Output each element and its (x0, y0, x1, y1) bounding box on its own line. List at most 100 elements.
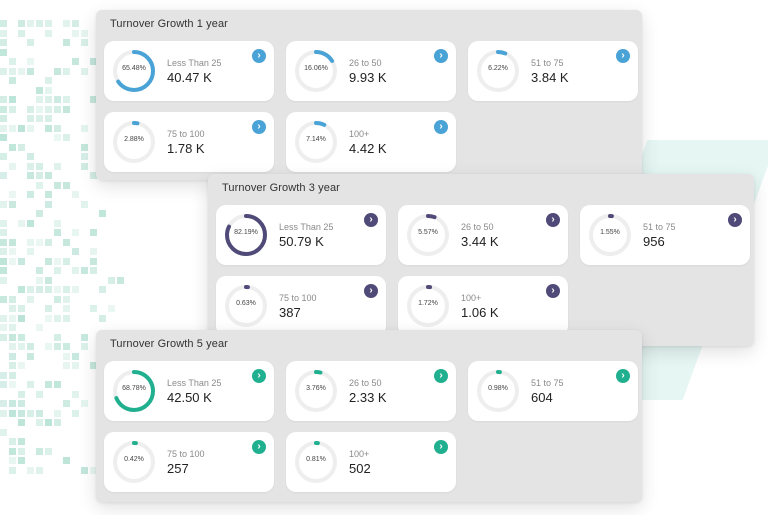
panel-title: Turnover Growth 3 year (222, 182, 340, 194)
ring-progress-arc (477, 370, 519, 412)
count-value: 9.93 K (349, 70, 387, 85)
stat-card-100-plus: 7.14% 100+ 4.42 K › (286, 112, 456, 172)
percentage-ring (113, 121, 155, 163)
panel-turnover-growth-1-year: Turnover Growth 1 year 65.48% Less Than 2… (96, 10, 642, 180)
stat-card-51-to-75: 1.55% 51 to 75 956 › (580, 205, 750, 265)
count-value: 1.06 K (461, 305, 499, 320)
chevron-right-icon[interactable]: › (364, 284, 378, 298)
percentage-ring (295, 370, 337, 412)
range-label: 75 to 100 (167, 129, 205, 139)
range-label: 26 to 50 (349, 58, 382, 68)
stat-card-26-to-50: 5.57% 26 to 50 3.44 K › (398, 205, 568, 265)
count-value: 1.78 K (167, 141, 205, 156)
range-label: 75 to 100 (279, 293, 317, 303)
percentage-value: 0.81% (306, 456, 326, 463)
ring-progress-arc (295, 441, 337, 483)
range-label: 100+ (349, 129, 370, 139)
count-value: 50.79 K (279, 234, 324, 249)
percentage-value: 65.48% (122, 65, 146, 72)
chevron-right-icon[interactable]: › (434, 120, 448, 134)
panel-turnover-growth-3-year: Turnover Growth 3 year 82.19% Less Than 2… (208, 174, 754, 346)
ring-progress-arc (113, 370, 155, 412)
range-label: 75 to 100 (167, 449, 205, 459)
count-value: 2.33 K (349, 390, 387, 405)
percentage-value: 6.22% (488, 65, 508, 72)
percentage-value: 0.63% (236, 300, 256, 307)
percentage-ring (407, 214, 449, 256)
chevron-right-icon[interactable]: › (546, 284, 560, 298)
stat-card-75-to-100: 0.63% 75 to 100 387 › (216, 276, 386, 336)
chevron-right-icon[interactable]: › (364, 213, 378, 227)
range-label: 51 to 75 (531, 58, 564, 68)
panel-turnover-growth-5-year: Turnover Growth 5 year 68.78% Less Than 2… (96, 330, 642, 502)
count-value: 956 (643, 234, 665, 249)
count-value: 502 (349, 461, 371, 476)
ring-progress-arc (295, 370, 337, 412)
ring-progress-arc (589, 214, 631, 256)
percentage-ring (295, 441, 337, 483)
range-label: Less Than 25 (279, 222, 334, 232)
stat-card-100-plus: 0.81% 100+ 502 › (286, 432, 456, 492)
percentage-value: 0.98% (488, 385, 508, 392)
stat-card-75-to-100: 2.88% 75 to 100 1.78 K › (104, 112, 274, 172)
chevron-right-icon[interactable]: › (616, 49, 630, 63)
stat-card-26-to-50: 3.76% 26 to 50 2.33 K › (286, 361, 456, 421)
percentage-ring (225, 285, 267, 327)
chevron-right-icon[interactable]: › (252, 369, 266, 383)
ring-progress-arc (113, 121, 155, 163)
stat-card-26-to-50: 16.06% 26 to 50 9.93 K › (286, 41, 456, 101)
stat-card-51-to-75: 0.98% 51 to 75 604 › (468, 361, 638, 421)
percentage-value: 1.72% (418, 300, 438, 307)
ring-progress-arc (407, 214, 449, 256)
percentage-ring (295, 121, 337, 163)
range-label: Less Than 25 (167, 58, 222, 68)
chevron-right-icon[interactable]: › (252, 440, 266, 454)
chevron-right-icon[interactable]: › (252, 120, 266, 134)
ring-progress-arc (225, 285, 267, 327)
percentage-ring (113, 441, 155, 483)
percentage-value: 1.55% (600, 229, 620, 236)
percentage-ring (295, 50, 337, 92)
percentage-ring (477, 370, 519, 412)
count-value: 604 (531, 390, 553, 405)
chevron-right-icon[interactable]: › (434, 369, 448, 383)
percentage-value: 16.06% (304, 65, 328, 72)
percentage-value: 5.57% (418, 229, 438, 236)
percentage-value: 7.14% (306, 136, 326, 143)
range-label: 51 to 75 (643, 222, 676, 232)
chevron-right-icon[interactable]: › (434, 440, 448, 454)
chevron-right-icon[interactable]: › (252, 49, 266, 63)
range-label: 51 to 75 (531, 378, 564, 388)
panel-title: Turnover Growth 1 year (110, 18, 228, 30)
percentage-ring (589, 214, 631, 256)
stat-card-less-than-25: 68.78% Less Than 25 42.50 K › (104, 361, 274, 421)
percentage-value: 3.76% (306, 385, 326, 392)
chevron-right-icon[interactable]: › (728, 213, 742, 227)
count-value: 40.47 K (167, 70, 212, 85)
ring-progress-arc (225, 214, 267, 256)
percentage-ring (225, 214, 267, 256)
chevron-right-icon[interactable]: › (616, 369, 630, 383)
chevron-right-icon[interactable]: › (434, 49, 448, 63)
percentage-value: 2.88% (124, 136, 144, 143)
ring-progress-arc (113, 50, 155, 92)
stat-card-less-than-25: 65.48% Less Than 25 40.47 K › (104, 41, 274, 101)
stat-card-75-to-100: 0.42% 75 to 100 257 › (104, 432, 274, 492)
percentage-value: 82.19% (234, 229, 258, 236)
percentage-value: 0.42% (124, 456, 144, 463)
ring-progress-arc (407, 285, 449, 327)
range-label: 100+ (461, 293, 482, 303)
percentage-ring (407, 285, 449, 327)
percentage-ring (113, 50, 155, 92)
range-label: 26 to 50 (461, 222, 494, 232)
ring-progress-arc (295, 50, 337, 92)
ring-progress-arc (477, 50, 519, 92)
percentage-value: 68.78% (122, 385, 146, 392)
range-label: 100+ (349, 449, 370, 459)
ring-progress-arc (113, 441, 155, 483)
count-value: 387 (279, 305, 301, 320)
range-label: Less Than 25 (167, 378, 222, 388)
percentage-ring (113, 370, 155, 412)
count-value: 257 (167, 461, 189, 476)
chevron-right-icon[interactable]: › (546, 213, 560, 227)
